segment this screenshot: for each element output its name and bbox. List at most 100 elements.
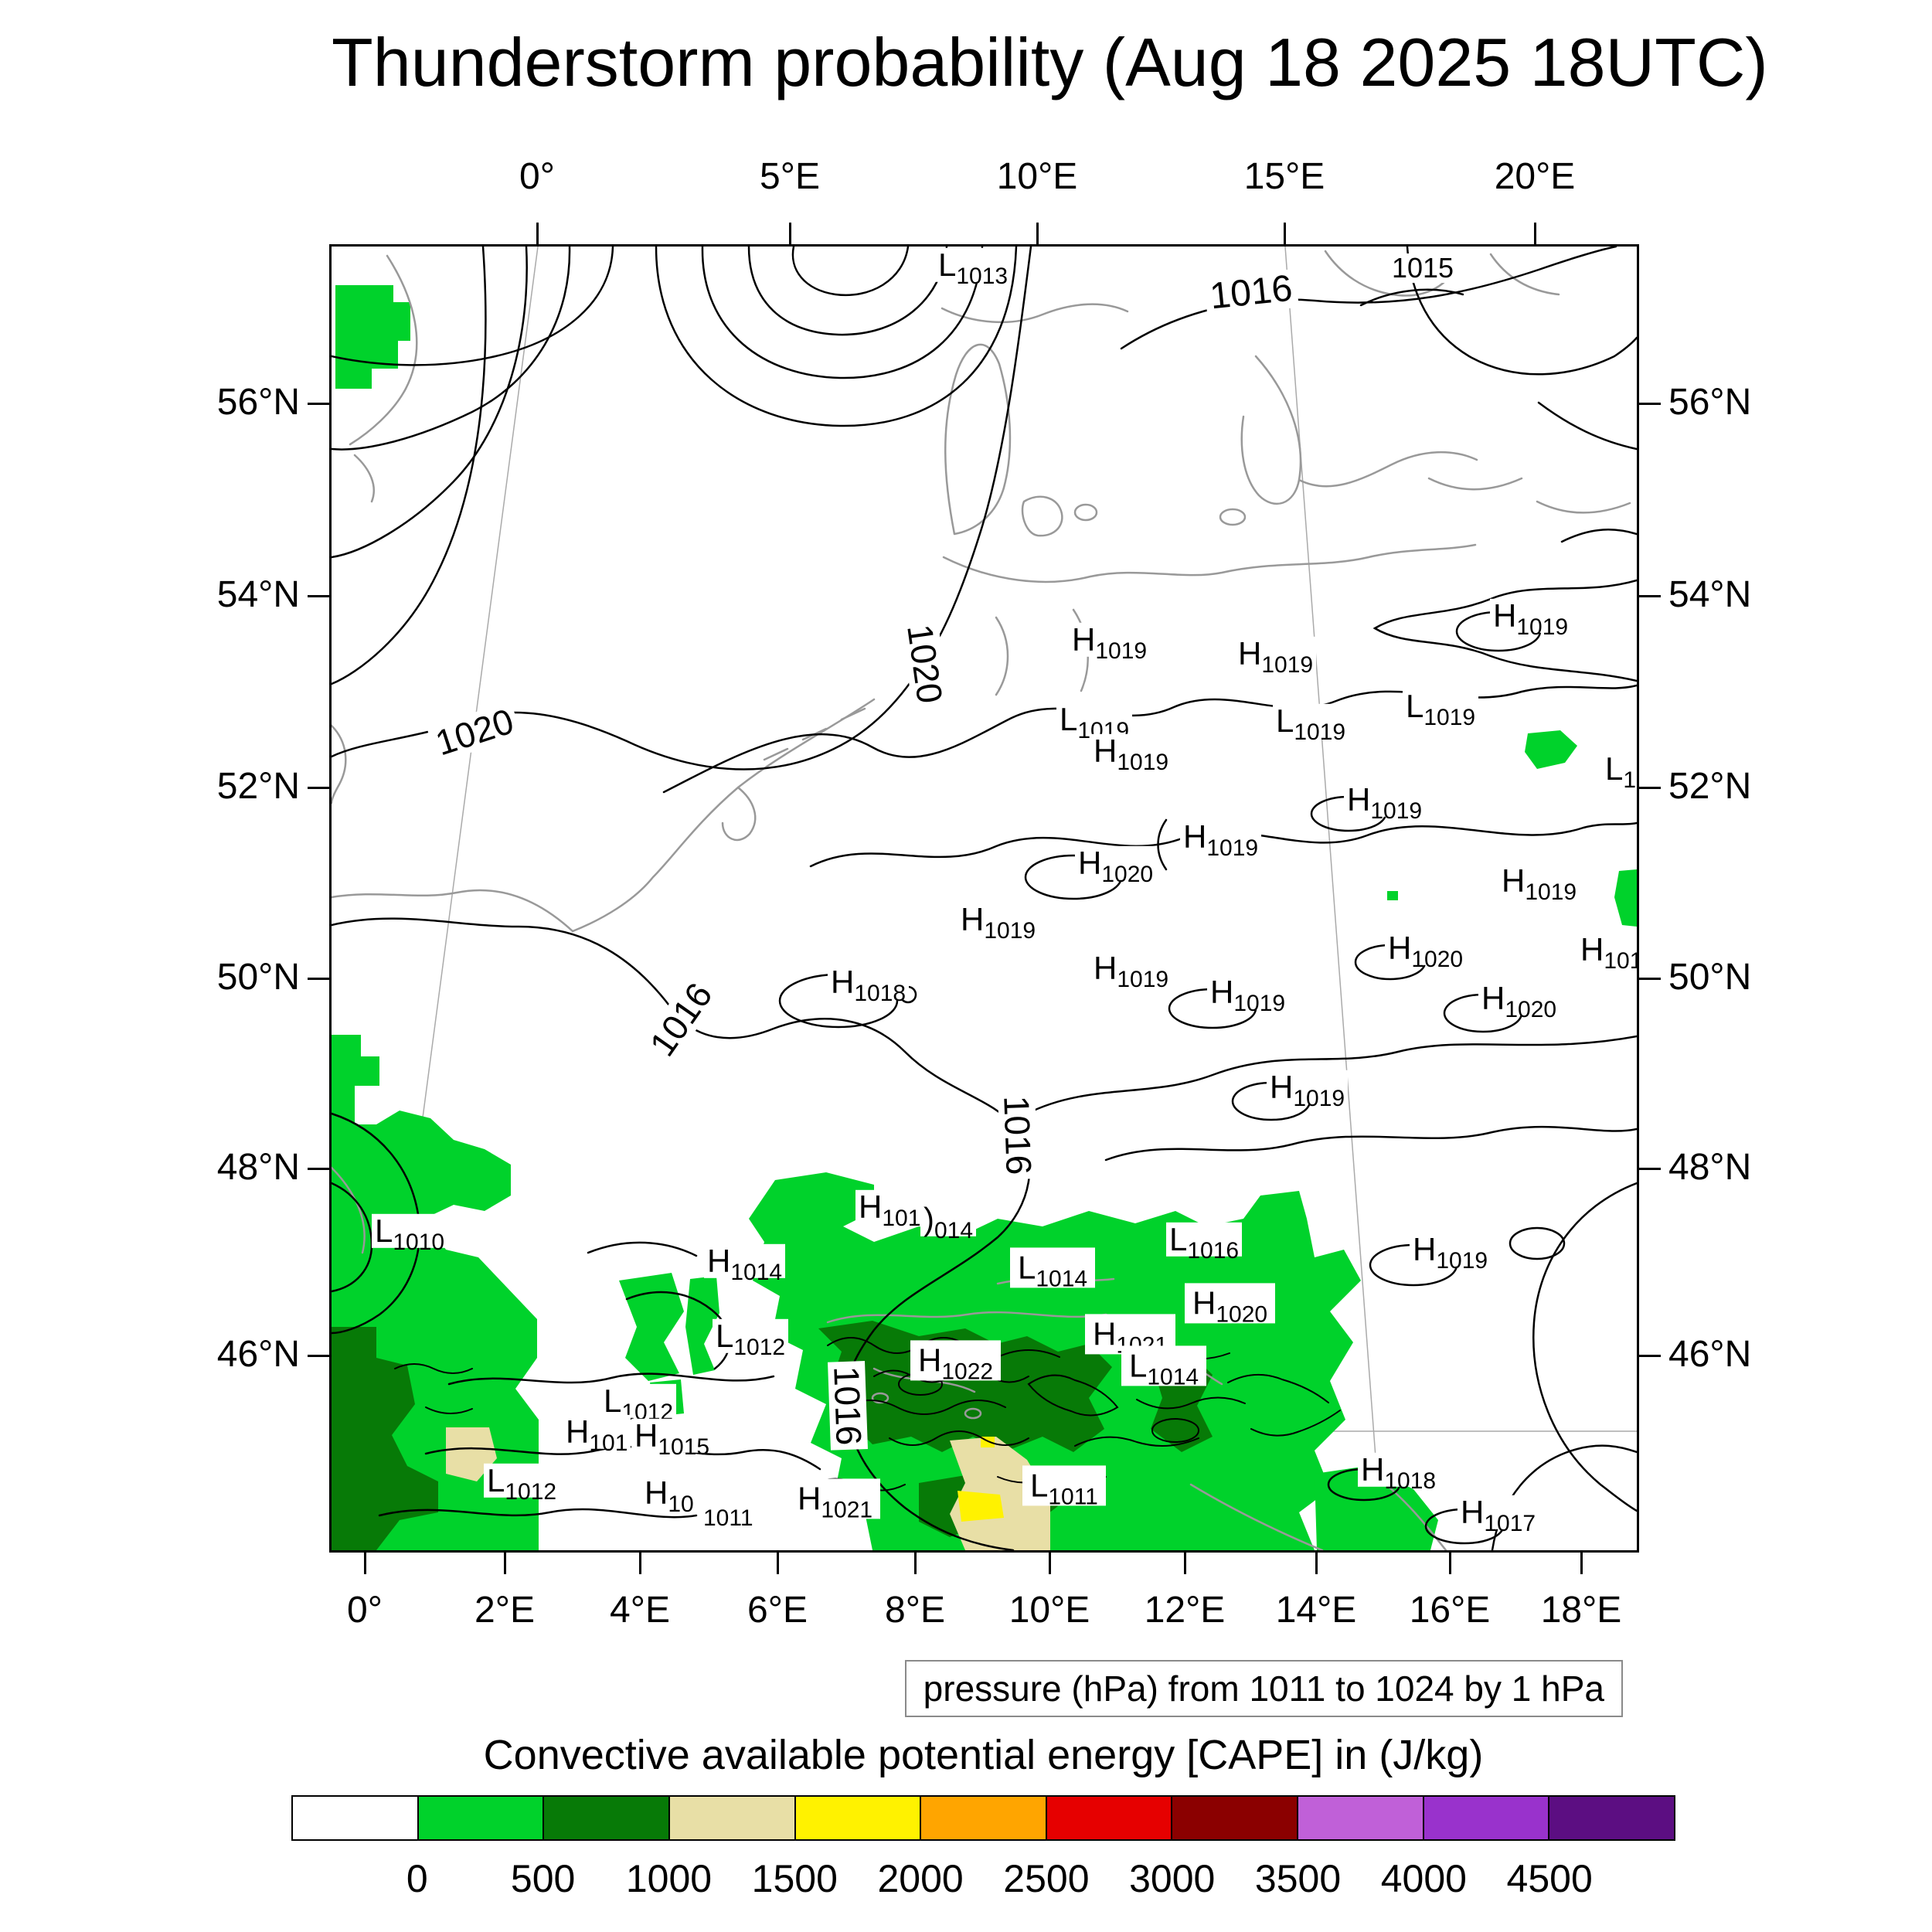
colorbar-tick-label: 2000 — [877, 1857, 964, 1900]
pressure-center-label: H1019 — [1344, 782, 1426, 822]
isobar-value-label: 1016 — [996, 1090, 1039, 1180]
plot-title: Thunderstorm probability (Aug 18 2025 18… — [332, 24, 1768, 100]
pressure-center-letter: L — [1018, 1249, 1036, 1286]
pressure-center-letter: H — [1413, 1230, 1437, 1267]
pressure-center-letter: L — [1605, 750, 1624, 787]
colorbar-cell — [293, 1797, 419, 1839]
pressure-center-letter: H — [634, 1417, 658, 1454]
pressure-center-value: 1020 — [1101, 861, 1154, 887]
pressure-center-value: 1019 — [1294, 719, 1346, 745]
pressure-center-letter: H — [1461, 1493, 1485, 1530]
top-axis-label: 20°E — [1494, 156, 1576, 197]
pressure-center-label: L1014 — [1010, 1247, 1096, 1291]
pressure-center-label: L1016 — [1166, 1222, 1243, 1262]
left-axis-tick — [308, 786, 329, 789]
pressure-center-label: H1019 — [1069, 621, 1151, 662]
pressure-center-label: L1 — [1602, 750, 1637, 791]
colorbar-tick-label: 3000 — [1129, 1857, 1216, 1900]
pressure-center-value: 1015 — [658, 1434, 710, 1460]
pressure-center-letter: H — [566, 1413, 590, 1450]
pressure-center-label: L1014 — [1121, 1345, 1207, 1389]
top-axis-tick — [536, 223, 539, 244]
pressure-center-letter: L — [1129, 1347, 1148, 1384]
bottom-axis-label: 6°E — [747, 1590, 808, 1631]
bottom-axis-tick — [503, 1553, 506, 1574]
pressure-center-value: 1 — [1623, 767, 1637, 793]
isobar-value-label: 1016 — [826, 1361, 869, 1451]
pressure-center-letter: H — [1072, 621, 1096, 658]
top-axis-label: 5°E — [760, 156, 820, 197]
pressure-center-label: L1010 — [372, 1212, 448, 1253]
pressure-center-value: 1011 — [1048, 1484, 1098, 1510]
pressure-center-value: 1019 — [1604, 947, 1637, 974]
pressure-center-label: H1019 — [1090, 733, 1172, 774]
pressure-center-value: 014 — [934, 1217, 974, 1243]
right-axis-tick — [1639, 786, 1661, 789]
pressure-center-letter: L — [1276, 702, 1294, 739]
pressure-center-label: L1019 — [1273, 702, 1349, 743]
pressure-center-letter: H — [1094, 949, 1117, 986]
left-axis-label: 48°N — [216, 1147, 300, 1188]
isobar-value-label: 1016 — [640, 972, 722, 1066]
left-axis-tick — [308, 402, 329, 405]
bottom-axis-label: 18°E — [1540, 1590, 1622, 1631]
colorbar-cell — [1046, 1797, 1173, 1839]
bottom-axis-label: 10°E — [1009, 1590, 1090, 1631]
right-axis-label: 48°N — [1668, 1147, 1752, 1188]
left-axis-label: 56°N — [216, 382, 300, 423]
pressure-center-label: )014 — [920, 1200, 977, 1242]
pressure-center-letter: H — [1078, 844, 1102, 881]
pressure-center-letter: ) — [923, 1200, 934, 1237]
pressure-center-label: H1018 — [1358, 1452, 1440, 1492]
pressure-center-letter: L — [1030, 1467, 1049, 1504]
pressure-center-letter: H — [859, 1188, 883, 1225]
pressure-center-label: L1019 — [1056, 702, 1133, 742]
pressure-center-value: 1012 — [733, 1334, 786, 1360]
pressure-center-label: H1015 — [631, 1417, 713, 1458]
pressure-center-letter: L — [487, 1461, 505, 1498]
pressure-center-label: H1022 — [910, 1340, 1002, 1383]
pressure-center-label: L1013 — [935, 246, 1012, 287]
bottom-axis-label: 16°E — [1409, 1590, 1491, 1631]
left-axis-label: 54°N — [216, 574, 300, 615]
pressure-center-value: 1020 — [1216, 1301, 1268, 1328]
pressure-center-value: 1019 — [1117, 749, 1169, 775]
pressure-center-label: L1011 — [1022, 1465, 1106, 1509]
pressure-center-letter: L — [375, 1212, 393, 1249]
left-axis-label: 46°N — [216, 1334, 300, 1375]
pressure-center-label: H1020 — [1185, 1283, 1276, 1326]
pressure-center-letter: H — [1481, 979, 1505, 1016]
pressure-center-value: 1018 — [854, 980, 906, 1006]
pressure-center-value: 1019 — [1095, 638, 1148, 664]
pressure-center-letter: H — [798, 1480, 821, 1517]
pressure-center-value: 1014 — [1036, 1266, 1088, 1292]
colorbar-cell — [921, 1797, 1047, 1839]
pressure-center-label: H1019 — [957, 902, 1039, 942]
pressure-center-letter: H — [1210, 973, 1234, 1010]
pressure-center-value: 1018 — [1384, 1468, 1437, 1494]
colorbar-cell — [795, 1797, 922, 1839]
top-axis-tick — [1036, 223, 1039, 244]
left-axis-tick — [308, 977, 329, 980]
colorbar-tick-label: 4000 — [1380, 1857, 1467, 1900]
pressure-center-label: H1019 — [1267, 1070, 1349, 1110]
right-axis-label: 46°N — [1668, 1334, 1752, 1375]
pressure-center-value: 1011 — [703, 1505, 753, 1531]
pressure-center-letter: L — [938, 246, 957, 283]
pressure-center-letter: H — [1183, 818, 1207, 855]
pressure-center-value: 1019 — [1117, 966, 1169, 992]
pressure-center-label: H1017 — [1458, 1493, 1539, 1535]
pressure-center-value: 1019 — [984, 917, 1036, 944]
right-axis-label: 56°N — [1668, 382, 1752, 423]
pressure-center-label: H1019 — [1490, 598, 1572, 638]
pressure-center-label: H1014 — [704, 1242, 786, 1284]
bottom-axis-tick — [363, 1553, 366, 1574]
pressure-center-value: 1016 — [1187, 1237, 1240, 1264]
pressure-center-value: 1020 — [1505, 996, 1557, 1022]
pressure-center-value: 1019 — [1261, 651, 1314, 678]
right-axis-tick — [1639, 594, 1661, 597]
pressure-center-letter: H — [707, 1242, 731, 1279]
colorbar-tick-label: 2500 — [1003, 1857, 1090, 1900]
colorbar-cell — [1549, 1797, 1675, 1839]
map-label-layer: L1013 H1019 H1019 H1019 L1019 L1019 L1019 H1019… — [332, 247, 1637, 1550]
